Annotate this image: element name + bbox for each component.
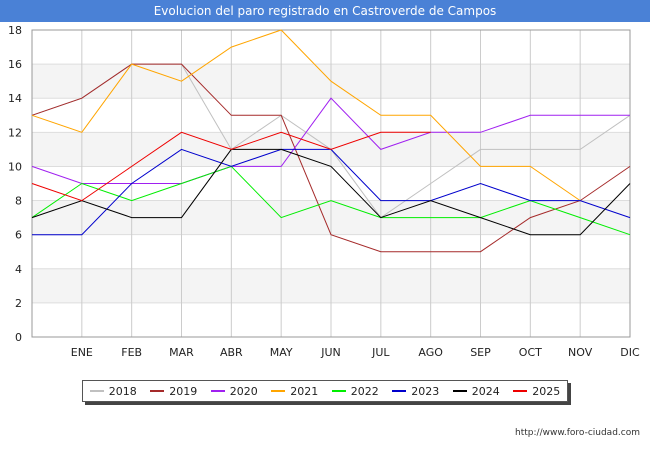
legend-item-2025: 2025	[513, 385, 560, 398]
legend-swatch	[331, 390, 346, 392]
legend-label: 2025	[532, 384, 561, 398]
y-tick-label: 18	[8, 24, 22, 37]
legend-swatch	[89, 390, 104, 392]
x-tick-label: NOV	[568, 346, 593, 359]
legend-item-2021: 2021	[271, 385, 318, 398]
x-tick-label: JUN	[320, 346, 341, 359]
legend-swatch	[150, 390, 165, 392]
y-tick-label: 8	[15, 195, 22, 208]
y-tick-label: 12	[8, 126, 22, 139]
legend-item-2018: 2018	[89, 384, 137, 398]
legend-label: 2024	[471, 384, 500, 398]
legend-item-2022: 2022	[331, 384, 379, 398]
y-tick-label: 0	[15, 331, 22, 344]
x-tick-label: JUL	[371, 346, 390, 359]
y-tick-label: 4	[15, 263, 22, 276]
x-tick-label: FEB	[121, 346, 142, 359]
x-tick-label: SEP	[470, 346, 491, 359]
legend-item-2020: 2020	[210, 384, 258, 398]
x-tick-label: ENE	[71, 346, 93, 359]
legend-label: 2023	[411, 384, 440, 398]
legend-item-2024: 2024	[452, 384, 500, 398]
chart-legend: 2018 2019 2020 2021 2022 2023 2024 2025	[82, 380, 568, 402]
legend-swatch	[452, 390, 467, 392]
legend-label: 2020	[229, 384, 258, 398]
series-line-2021	[31, 29, 581, 202]
legend-swatch	[392, 390, 407, 392]
legend-swatch	[210, 390, 225, 392]
y-tick-label: 16	[8, 58, 22, 71]
x-tick-label: ABR	[220, 346, 243, 359]
legend-swatch	[513, 390, 528, 392]
series-line-2025	[31, 131, 431, 202]
x-tick-label: MAY	[270, 346, 293, 359]
x-tick-label: DIC	[620, 346, 640, 359]
legend-label: 2019	[169, 384, 198, 398]
y-tick-label: 10	[8, 160, 22, 173]
legend-swatch	[271, 390, 286, 392]
x-tick-label: MAR	[169, 346, 194, 359]
legend-label: 2022	[350, 384, 379, 398]
series-line-2024	[31, 148, 631, 236]
x-tick-label: AGO	[418, 346, 443, 359]
legend-label: 2021	[290, 384, 319, 398]
x-tick-label: OCT	[519, 346, 542, 359]
chart-title: Evolucion del paro registrado en Castrov…	[0, 0, 650, 22]
legend-label: 2018	[108, 384, 137, 398]
y-tick-label: 2	[15, 297, 22, 310]
legend-item-2019: 2019	[150, 385, 197, 398]
legend-item-2023: 2023	[392, 385, 439, 398]
watermark-url: http://www.foro-ciudad.com	[515, 428, 640, 438]
y-tick-label: 14	[8, 92, 22, 105]
y-tick-label: 6	[15, 229, 22, 242]
